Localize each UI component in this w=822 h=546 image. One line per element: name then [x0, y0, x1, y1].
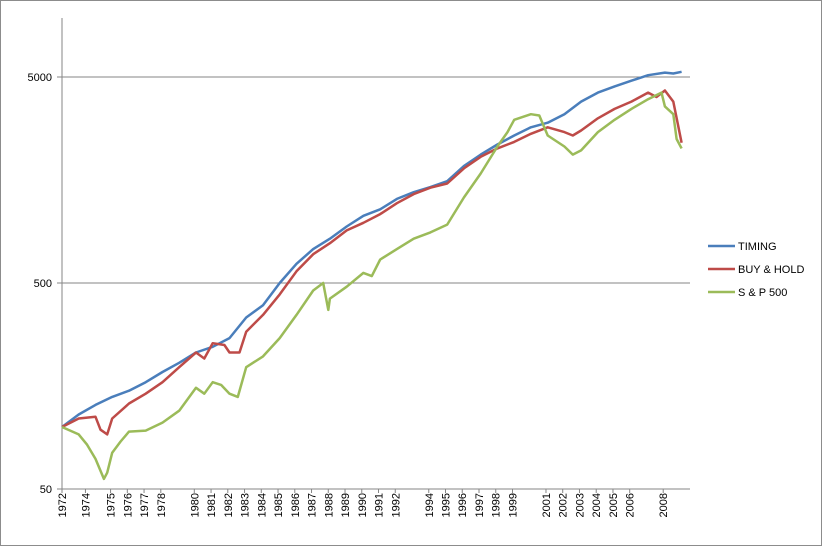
gridlines [62, 76, 690, 284]
y-tick-label: 500 [34, 278, 52, 290]
x-tick-labels: 1972 1974 1975 1976 1977 1978 1980 1981 1982 1983… [57, 493, 670, 517]
x-tick-label: 1996 [457, 493, 469, 517]
x-tick-label: 1975 [106, 493, 118, 517]
x-tick-label: 1982 [223, 493, 235, 517]
x-tick-label: 2002 [558, 493, 570, 517]
x-tick-label: 1974 [80, 493, 92, 517]
x-tick-label: 1980 [189, 493, 201, 517]
x-tick-label: 1983 [240, 493, 252, 517]
legend-label-0: TIMING [738, 241, 777, 253]
series-line-1 [61, 89, 683, 436]
legend: TIMING BUY & HOLD S & P 500 [708, 241, 804, 299]
y-tick-label: 50 [40, 484, 52, 496]
legend-label-2: S & P 500 [738, 287, 787, 299]
x-tick-label: 1986 [290, 493, 302, 517]
y-tick-label: 5000 [28, 72, 52, 84]
axes [57, 18, 690, 493]
x-tick-label: 2008 [658, 493, 670, 517]
x-tick-label: 1984 [256, 493, 268, 517]
x-tick-label: 2006 [625, 493, 637, 517]
x-tick-label: 1997 [474, 493, 486, 517]
x-tick-label: 1976 [122, 493, 134, 517]
x-tick-label: 1978 [156, 493, 168, 517]
x-tick-label: 1981 [206, 493, 218, 517]
x-tick-label: 2004 [591, 493, 603, 517]
series-line-2 [61, 91, 683, 481]
y-tick-labels: 50 500 5000 [28, 72, 52, 496]
x-tick-label: 1990 [357, 493, 369, 517]
x-tick-label: 1985 [273, 493, 285, 517]
x-tick-label: 1999 [507, 493, 519, 517]
x-tick-label: 1994 [424, 493, 436, 517]
x-tick-label: 2003 [574, 493, 586, 517]
x-tick-label: 1989 [340, 493, 352, 517]
series-line-0 [61, 70, 682, 429]
series-lines [61, 70, 683, 481]
x-tick-label: 1977 [139, 493, 151, 517]
legend-label-1: BUY & HOLD [738, 264, 804, 276]
x-tick-label: 2005 [608, 493, 620, 517]
x-tick-label: 1992 [390, 493, 402, 517]
x-tick-label: 1972 [57, 493, 69, 517]
x-tick-label: 1998 [491, 493, 503, 517]
x-tick-label: 1991 [374, 493, 386, 517]
x-tick-label: 1987 [307, 493, 319, 517]
x-tick-label: 1995 [440, 493, 452, 517]
x-tick-label: 2001 [541, 493, 553, 517]
x-tick-label: 1988 [323, 493, 335, 517]
